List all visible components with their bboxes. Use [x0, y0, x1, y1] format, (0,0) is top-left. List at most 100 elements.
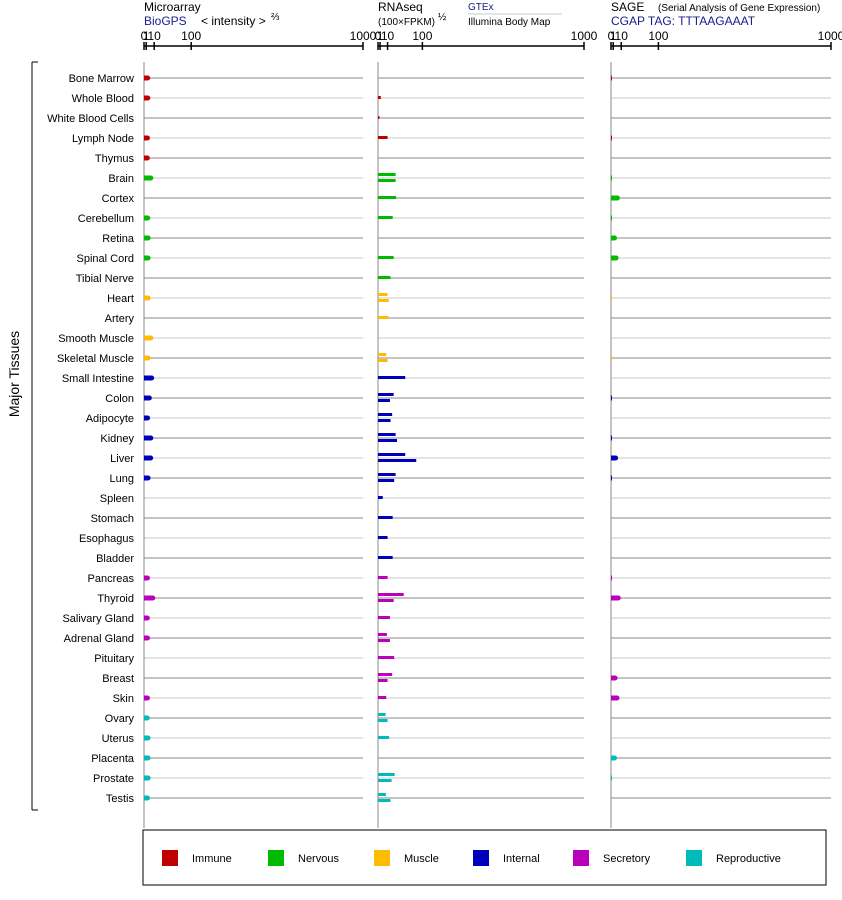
tissue-label: Pituitary [94, 653, 134, 665]
microarray-bar [144, 595, 153, 601]
microarray-bar-cap [145, 215, 151, 221]
rnaseq-bar [378, 793, 386, 796]
rnaseq-bar [378, 679, 388, 682]
legend-swatch [162, 850, 178, 866]
rnaseq-bar [378, 399, 390, 402]
microarray-bar-cap [145, 415, 151, 421]
microarray-subtitle: BioGPS [144, 14, 187, 28]
tissue-label: Skin [113, 693, 134, 705]
rnaseq-bar [378, 779, 392, 782]
rnaseq-bar [378, 353, 387, 356]
sage-bar-cap [613, 255, 619, 261]
axis-tick-label: 1000 [350, 29, 377, 43]
rnaseq-bar [378, 516, 393, 519]
microarray-bar-cap [145, 75, 151, 81]
microarray-bar-cap [144, 135, 150, 141]
microarray-bar [144, 435, 151, 441]
sage-title-note: (Serial Analysis of Gene Expression) [658, 3, 820, 14]
legend-swatch [374, 850, 390, 866]
rnaseq-bar [378, 196, 397, 199]
rnaseq-bar [378, 316, 389, 319]
microarray-bar-cap [149, 375, 155, 381]
rnaseq-bar [378, 293, 388, 296]
microarray-title: Microarray [144, 0, 201, 14]
rnaseq-bar [378, 376, 406, 379]
sage-bar-cap [614, 195, 620, 201]
tissue-label: Stomach [91, 513, 134, 525]
rnaseq-bar [378, 593, 404, 596]
tissue-label: Thyroid [97, 593, 134, 605]
tissue-label: Breast [102, 673, 134, 685]
microarray-bar-cap [145, 355, 151, 361]
axis-tick-label: 0 [141, 29, 148, 43]
microarray-bar-cap [145, 295, 151, 301]
microarray-bar-cap [145, 475, 151, 481]
tissue-label: Pancreas [88, 573, 135, 585]
axis-tick-label: 100 [412, 29, 432, 43]
sage-bar [611, 695, 617, 701]
rnaseq-bar [378, 299, 389, 302]
microarray-bar-cap [148, 435, 154, 441]
rnaseq-legend-gtex: GTEx [468, 2, 494, 13]
rnaseq-bar [378, 496, 383, 499]
sage-bar-cap [611, 755, 617, 761]
microarray-bar-cap [144, 715, 150, 721]
axis-tick-label: 1 [377, 29, 384, 43]
rnaseq-bar [378, 633, 387, 636]
tissue-label: Bladder [96, 553, 134, 565]
rnaseq-bar [378, 719, 388, 722]
microarray-scale-note: < intensity > [201, 14, 266, 28]
axis-tick-label: 0 [375, 29, 382, 43]
rnaseq-bar [378, 713, 386, 716]
microarray-bar-cap [144, 695, 150, 701]
sage-bar [611, 775, 612, 781]
rnaseq-bar [378, 136, 388, 139]
tissue-label: Whole Blood [72, 93, 134, 105]
axis-tick-label: 10 [147, 29, 161, 43]
microarray-bar-cap [146, 395, 152, 401]
legend-label: Immune [192, 853, 232, 865]
rnaseq-bar [378, 359, 388, 362]
axis-tick-label: 0 [608, 29, 615, 43]
tissue-label: Tibial Nerve [76, 273, 134, 285]
microarray-bar-cap [144, 155, 150, 161]
microarray-bar-cap [148, 175, 154, 181]
legend-label: Muscle [404, 853, 439, 865]
axis-tick-label: 10 [615, 29, 629, 43]
sage-bar-cap [614, 695, 620, 701]
sage-bar [611, 475, 612, 481]
rnaseq-bar [378, 459, 417, 462]
rnaseq-bar [378, 473, 396, 476]
rnaseq-bar [378, 419, 391, 422]
microarray-bar-cap [145, 735, 151, 741]
rnaseq-bar [378, 799, 391, 802]
sage-bar [611, 395, 612, 401]
tissue-label: Lung [110, 473, 134, 485]
rnaseq-bar [378, 556, 393, 559]
rnaseq-bar [378, 216, 393, 219]
microarray-bar-cap [150, 595, 156, 601]
sage-bar [611, 355, 612, 361]
sage-bar [611, 75, 612, 81]
tissue-label: Bone Marrow [69, 73, 134, 85]
tissue-label: Spinal Cord [77, 253, 134, 265]
sage-bar [611, 575, 612, 581]
rnaseq-bar [378, 773, 395, 776]
rnaseq-bar [378, 616, 390, 619]
rnaseq-bar [378, 413, 393, 416]
microarray-bar-cap [148, 455, 154, 461]
rnaseq-bar [378, 439, 397, 442]
legend-swatch [573, 850, 589, 866]
rnaseq-bar [378, 116, 380, 119]
sage-bar [611, 595, 619, 601]
microarray-bar [144, 455, 151, 461]
tissue-label: Prostate [93, 773, 134, 785]
rnaseq-legend-bodymap: Illumina Body Map [468, 17, 551, 28]
rnaseq-bar [378, 639, 390, 642]
tissue-label: Adrenal Gland [64, 633, 134, 645]
tissue-label: Small Intestine [62, 373, 134, 385]
tissue-label: Spleen [100, 493, 134, 505]
tissue-label: Cortex [102, 193, 135, 205]
rnaseq-subtitle: (100×FPKM) [378, 17, 435, 28]
